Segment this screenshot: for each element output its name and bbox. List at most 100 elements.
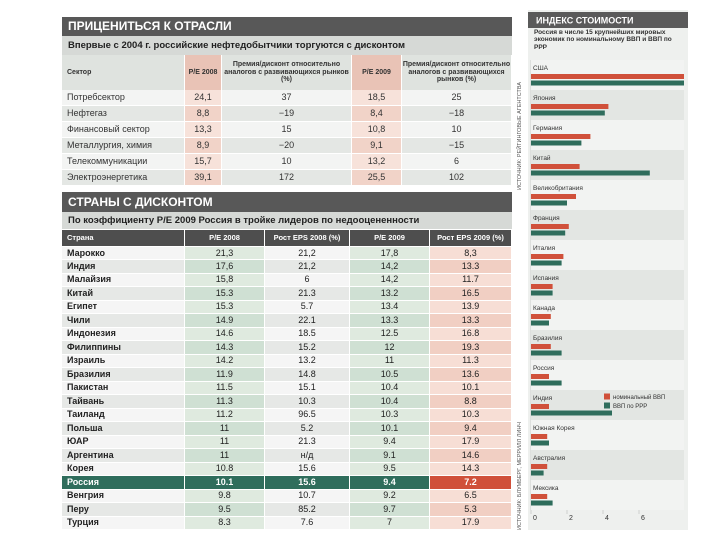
row-label: Индонезия bbox=[62, 327, 185, 342]
category-label: Япония bbox=[533, 95, 556, 102]
category-label: США bbox=[533, 65, 549, 72]
cell: 8,8 bbox=[185, 106, 222, 122]
cell: 96.5 bbox=[265, 408, 350, 423]
cell: 10.8 bbox=[185, 462, 265, 477]
cell: 15.6 bbox=[265, 462, 350, 477]
cell: 9.4 bbox=[350, 435, 430, 450]
cell: 15.6 bbox=[265, 476, 350, 490]
legend-swatch bbox=[604, 393, 610, 400]
cell: 10.1 bbox=[185, 476, 265, 490]
bar bbox=[531, 410, 612, 416]
cell: 172 bbox=[222, 170, 352, 186]
bar bbox=[531, 380, 562, 386]
cell: 39,1 bbox=[185, 170, 222, 186]
cell: 21,2 bbox=[265, 260, 350, 274]
cell: 8,3 bbox=[430, 247, 512, 261]
cell: 9.5 bbox=[185, 503, 265, 517]
cell: 11.9 bbox=[185, 368, 265, 382]
row-label: ЮАР bbox=[62, 435, 185, 450]
cell: 13,3 bbox=[185, 122, 222, 138]
bars bbox=[531, 60, 684, 510]
bar bbox=[531, 500, 553, 506]
cell: 9.4 bbox=[430, 422, 512, 436]
cell: 14.3 bbox=[430, 462, 512, 477]
cell: 8,4 bbox=[352, 106, 402, 122]
cell: 13.2 bbox=[350, 287, 430, 301]
cell: 14,2 bbox=[350, 273, 430, 288]
cell: 11 bbox=[350, 354, 430, 369]
cell: 15,8 bbox=[185, 273, 265, 288]
row-label: Аргентина bbox=[62, 449, 185, 463]
row-label: Потребсектор bbox=[62, 90, 185, 106]
column-header: Рост EPS 2009 (%) bbox=[430, 230, 512, 246]
bar bbox=[531, 290, 553, 296]
cell: 11.2 bbox=[185, 408, 265, 423]
cell: 21,2 bbox=[265, 247, 350, 261]
cell: 85.2 bbox=[265, 503, 350, 517]
row-label: Электроэнергетика bbox=[62, 170, 185, 186]
column-header: Рост EPS 2008 (%) bbox=[265, 230, 350, 246]
source-note: ИСТОЧНИК: РЕЙТИНГОВЫЕ АГЕНТСТВА bbox=[515, 82, 523, 190]
cell: 9.7 bbox=[350, 503, 430, 517]
legend-label: номинальный ВВП bbox=[613, 394, 665, 401]
bar bbox=[531, 464, 548, 469]
column-header: P/E 2009 bbox=[350, 230, 430, 246]
cell: 14.2 bbox=[185, 354, 265, 369]
column-header: P/E 2008 bbox=[185, 230, 265, 246]
bar bbox=[531, 374, 549, 379]
cell: 11.3 bbox=[430, 354, 512, 369]
column-header: P/E 2008 bbox=[185, 55, 222, 90]
cell: 13.6 bbox=[430, 368, 512, 382]
row-band bbox=[531, 360, 684, 390]
bar bbox=[531, 80, 684, 86]
table-title: СТРАНЫ С ДИСКОНТОМ bbox=[62, 192, 512, 212]
cell: 10,8 bbox=[352, 122, 402, 138]
table-subtitle: Впервые с 2004 г. российские нефтедобытч… bbox=[62, 36, 512, 55]
row-label: Индия bbox=[62, 260, 185, 274]
cell: 7.2 bbox=[430, 476, 512, 490]
category-label: Великобритания bbox=[533, 184, 583, 192]
cell: 13.3 bbox=[350, 314, 430, 328]
cell: 9,1 bbox=[352, 138, 402, 154]
row-band bbox=[531, 120, 684, 150]
cell: 8.3 bbox=[185, 516, 265, 530]
row-band bbox=[531, 450, 684, 480]
cell: 11.3 bbox=[185, 395, 265, 409]
cell: 13.3 bbox=[430, 260, 512, 274]
cell: 14.3 bbox=[185, 341, 265, 355]
cell: 10.3 bbox=[350, 408, 430, 423]
cell: 13.2 bbox=[265, 354, 350, 369]
cell: 15.3 bbox=[185, 300, 265, 315]
chart-panel bbox=[528, 10, 688, 530]
cell: 11 bbox=[185, 449, 265, 463]
column-header: Сектор bbox=[62, 55, 185, 90]
table-title: ПРИЦЕНИТЬСЯ К ОТРАСЛИ bbox=[62, 17, 512, 36]
bar bbox=[531, 140, 582, 146]
cell: 10.1 bbox=[350, 422, 430, 436]
cell: 10.1 bbox=[430, 381, 512, 396]
cell: 11 bbox=[185, 435, 265, 450]
cell: 13.9 bbox=[430, 300, 512, 315]
row-label: Нефтегаз bbox=[62, 106, 185, 122]
cell: 5.2 bbox=[265, 422, 350, 436]
cell: −19 bbox=[222, 106, 352, 122]
row-label: Польша bbox=[62, 422, 185, 436]
category-label: Австралия bbox=[533, 455, 566, 462]
cell: 17.9 bbox=[430, 435, 512, 450]
cell: 13.4 bbox=[350, 300, 430, 315]
row-label: Бразилия bbox=[62, 368, 185, 382]
row-label: Египет bbox=[62, 300, 185, 315]
cell: 9.2 bbox=[350, 489, 430, 504]
cell: 9.8 bbox=[185, 489, 265, 504]
cell: 102 bbox=[402, 170, 512, 186]
cell: 7.6 bbox=[265, 516, 350, 530]
bar bbox=[531, 164, 580, 169]
legend-label: ВВП по PPP bbox=[613, 404, 647, 410]
cell: 15.2 bbox=[265, 341, 350, 355]
bar bbox=[531, 440, 549, 446]
row-label: Венгрия bbox=[62, 489, 185, 504]
currency-sign: $ bbox=[622, 421, 638, 452]
cell: 15,7 bbox=[185, 154, 222, 170]
row-band bbox=[531, 480, 684, 510]
